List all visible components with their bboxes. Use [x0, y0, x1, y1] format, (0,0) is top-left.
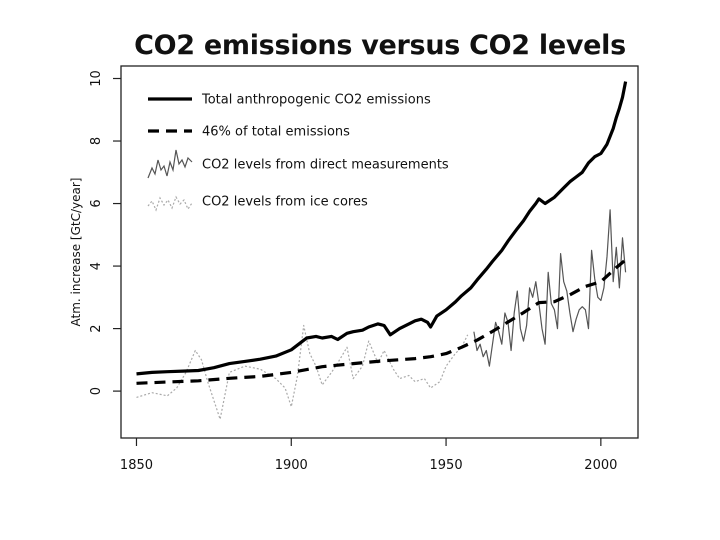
y-tick-label: 0	[89, 387, 104, 395]
x-tick-label: 1850	[120, 458, 153, 473]
legend-label-0: Total anthropogenic CO2 emissions	[201, 93, 431, 108]
y-tick-label: 10	[89, 70, 104, 87]
x-tick-label: 1900	[275, 458, 308, 473]
x-tick-label: 2000	[584, 458, 617, 473]
y-tick-label: 8	[89, 137, 104, 145]
x-tick-label: 1950	[430, 458, 463, 473]
series-line-2	[473, 209, 627, 367]
y-tick-label: 6	[89, 199, 104, 207]
series-line-0	[136, 81, 628, 376]
y-axis-label: Atm. increase [GtC/year]	[69, 178, 83, 327]
series-line-1	[136, 258, 627, 385]
y-tick-label: 4	[89, 262, 104, 270]
plot-frame	[120, 65, 639, 439]
legend-label-1: 46% of total emissions	[202, 125, 350, 140]
legend-swatch-3	[147, 195, 193, 212]
legend-label-2: CO2 levels from direct measurements	[202, 158, 449, 173]
y-tick-label: 2	[89, 324, 104, 332]
legend-label-3: CO2 levels from ice cores	[202, 195, 368, 210]
chart-title: CO2 emissions versus CO2 levels	[134, 30, 626, 61]
legend-swatch-2	[147, 149, 193, 179]
